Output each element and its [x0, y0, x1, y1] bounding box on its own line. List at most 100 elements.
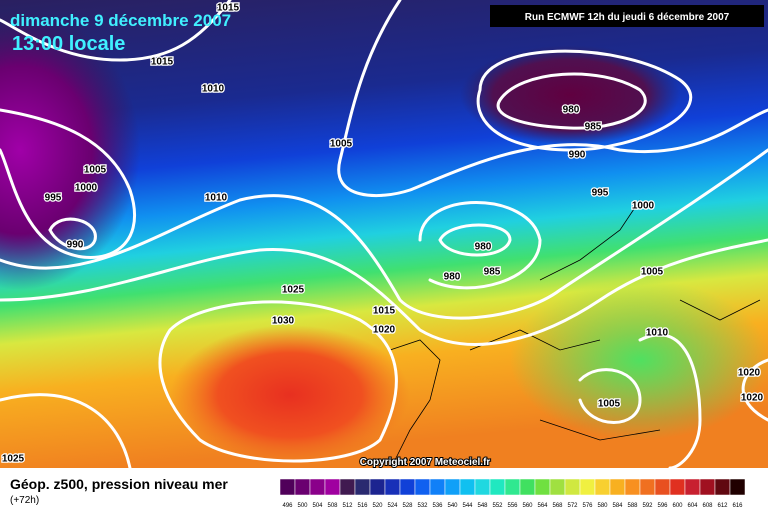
map-date: dimanche 9 décembre 2007	[10, 11, 231, 30]
colorbar-cell	[729, 478, 746, 496]
isobar	[438, 223, 512, 257]
isobar-label: 1025	[282, 285, 305, 296]
isobars	[0, 0, 768, 468]
isobar-label: 990	[569, 150, 586, 161]
colorbar-label: 544	[462, 503, 473, 509]
footer: Géop. z500, pression niveau mer (+72h) 4…	[10, 476, 746, 509]
footer-title: Géop. z500, pression niveau mer	[10, 476, 228, 492]
isobar-label: 990	[67, 240, 84, 251]
isobar-label: 1020	[738, 368, 761, 379]
colorbar-label: 572	[567, 503, 578, 509]
colorbar-cell	[429, 478, 446, 496]
colorbar-label: 560	[522, 503, 533, 509]
colorbar-label: 616	[732, 503, 743, 509]
colorbar-label: 536	[432, 503, 443, 509]
colorbar-label: 496	[282, 503, 293, 509]
colorbar-cell	[714, 478, 731, 496]
map-time: 13:00 locale	[12, 33, 125, 55]
field	[510, 280, 768, 440]
isobar-label: 1020	[741, 393, 764, 404]
coastline	[389, 199, 761, 461]
run-box	[490, 5, 764, 27]
colorbar-label: 504	[312, 503, 323, 509]
colorbar-label: 552	[492, 503, 503, 509]
isobar-label: 1015	[217, 3, 240, 14]
colorbar-cell	[624, 478, 641, 496]
colorbar-cell	[579, 478, 596, 496]
colorbar-cell	[459, 478, 476, 496]
isobar	[0, 238, 768, 346]
colorbar-cell	[309, 478, 326, 496]
colorbar-cell	[399, 478, 416, 496]
isobar-label: 1005	[641, 267, 664, 278]
colorbar-label: 564	[537, 503, 548, 509]
isobar-label: 995	[592, 188, 609, 199]
colorbar-label: 520	[372, 503, 383, 509]
colorbar-cell	[639, 478, 656, 496]
isobar-label: 1030	[272, 316, 295, 327]
colorbar-label: 596	[657, 503, 668, 509]
colorbar-label: 556	[507, 503, 518, 509]
isobar-label: 1005	[84, 165, 107, 176]
isobar-label: 1010	[646, 328, 669, 339]
colorbar-cell	[534, 478, 551, 496]
colorbar-cell	[324, 478, 341, 496]
isobar	[578, 368, 642, 424]
isobar	[496, 72, 647, 130]
run-info: Run ECMWF 12h du jeudi 6 décembre 2007	[525, 12, 730, 23]
isobar-labels: 1015 1015 1010 980 985 990 1005 1005 100…	[1, 1, 765, 466]
colorbar-cell	[384, 478, 401, 496]
colorbar-label: 600	[672, 503, 683, 509]
isobar-label: 980	[563, 105, 580, 116]
colorbar-cell	[294, 478, 311, 496]
isobar-label: 985	[585, 122, 602, 133]
colorbar-label: 568	[552, 503, 563, 509]
colorbar-cell	[519, 478, 536, 496]
colorbar-cell	[669, 478, 686, 496]
colorbar-label: 500	[297, 503, 308, 509]
colorbar-cell	[369, 478, 386, 496]
colorbar-cell	[609, 478, 626, 496]
isobar-label: 1015	[151, 57, 174, 68]
footer-lead: (+72h)	[10, 495, 39, 506]
colorbar-label: 512	[342, 503, 353, 509]
colorbar-label: 548	[477, 503, 488, 509]
colorbar-cell	[354, 478, 371, 496]
isobar	[741, 358, 768, 422]
colorbar-cell	[279, 478, 296, 496]
colorbar-cell	[489, 478, 506, 496]
isobar-label: 1010	[202, 84, 225, 95]
colorbar-label: 576	[582, 503, 593, 509]
isobar	[418, 201, 542, 290]
colorbar-cell	[549, 478, 566, 496]
copyright: Copyright 2007 Meteociel.fr	[360, 457, 491, 468]
isobar-label: 1020	[373, 325, 396, 336]
isobar-label: 985	[484, 267, 501, 278]
colorbar-cell	[504, 478, 521, 496]
isobar-label: 980	[475, 242, 492, 253]
colorbar-label: 588	[627, 503, 638, 509]
colorbar-cell	[444, 478, 461, 496]
isobar-label: 1015	[373, 306, 396, 317]
colorbar-cell	[654, 478, 671, 496]
isobar	[0, 393, 132, 470]
colorbar-label: 604	[687, 503, 698, 509]
isobar-label: 1005	[330, 139, 353, 150]
field	[0, 10, 140, 290]
colorbar-label: 508	[327, 503, 338, 509]
colorbar: 496 500 504 508 512 516 520 524 528 532 536 540 544 5…	[279, 478, 746, 509]
isobar-label: 1025	[2, 454, 25, 465]
isobar	[48, 217, 97, 251]
isobar-label: 980	[444, 272, 461, 283]
colorbar-label: 524	[387, 503, 398, 509]
colorbar-label: 608	[702, 503, 713, 509]
field	[170, 325, 410, 465]
isobar-label: 1005	[598, 399, 621, 410]
colorbar-label: 528	[402, 503, 413, 509]
map-area: 1015 1015 1010 980 985 990 1005 1005 100…	[0, 0, 768, 470]
colorbar-cell	[684, 478, 701, 496]
colorbar-label: 592	[642, 503, 653, 509]
isobar	[158, 300, 398, 463]
colorbar-cell	[564, 478, 581, 496]
